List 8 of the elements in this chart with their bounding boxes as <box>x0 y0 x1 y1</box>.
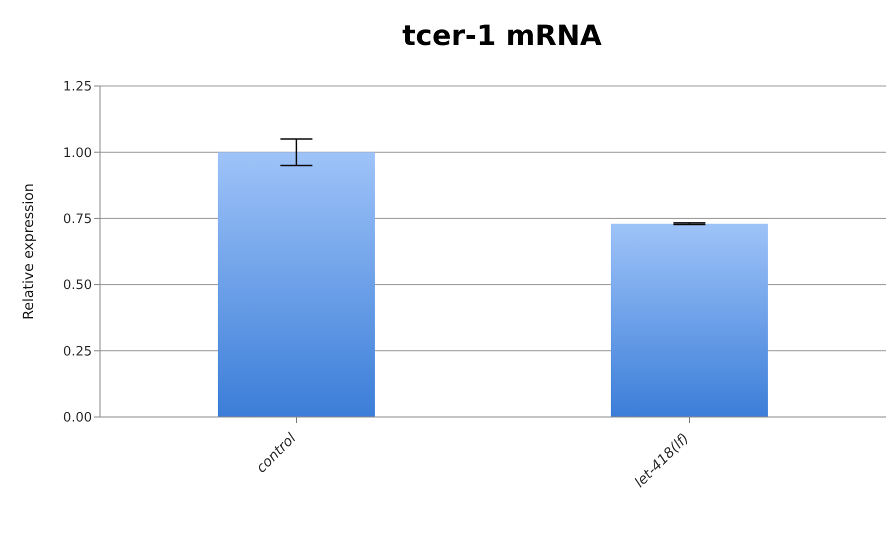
y-tick-label: 1.25 <box>63 80 92 95</box>
y-axis-title: Relative expression <box>20 183 37 320</box>
y-tick-label: 1.00 <box>63 146 92 161</box>
y-tick-label: 0.75 <box>63 212 92 228</box>
y-tick-label: 0.00 <box>63 410 92 426</box>
y-tick-label: 0.50 <box>63 278 92 294</box>
chart-title: tcer-1 mRNA <box>401 18 603 54</box>
y-tick-label: 0.25 <box>63 344 92 360</box>
